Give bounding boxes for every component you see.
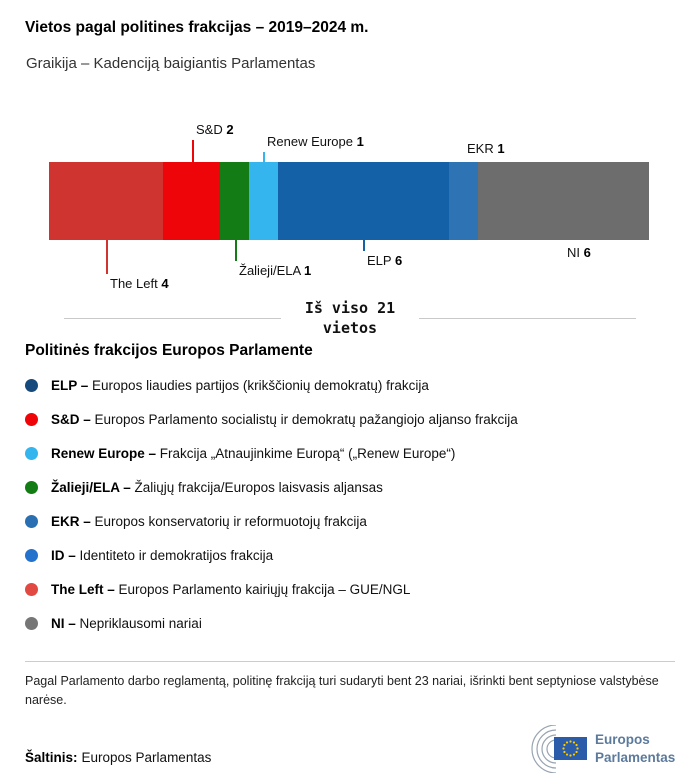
bar-segment-zalieji-ela bbox=[220, 162, 249, 240]
ep-logo-graphic bbox=[531, 725, 587, 773]
callout-line-sd bbox=[192, 140, 194, 162]
legend-label-elp: ELP – Europos liaudies partijos (krikšči… bbox=[51, 377, 429, 393]
callout-seat-count: 1 bbox=[304, 263, 312, 278]
callout-seat-count: 6 bbox=[394, 253, 403, 268]
callout-line-renew-europe bbox=[263, 152, 265, 162]
callout-label-the-left: The Left 4 bbox=[110, 276, 169, 291]
legend-dot-ekr bbox=[25, 514, 38, 528]
legend-label-ekr: EKR – Europos konservatorių ir reformuot… bbox=[51, 513, 367, 529]
legend-item-elp: ELP – Europos liaudies partijos (krikšči… bbox=[25, 368, 675, 402]
callout-faction-name: EKR bbox=[467, 141, 498, 156]
ep-logo-line1: Europos bbox=[595, 732, 650, 748]
eu-flag-icon bbox=[554, 737, 587, 760]
legend-label-the-left: The Left – Europos Parlamento kairiųjų f… bbox=[51, 581, 411, 597]
legend-item-renew-europe: Renew Europe – Frakcija „Atnaujinkime Eu… bbox=[25, 436, 675, 470]
total-line1: Iš viso 21 bbox=[304, 299, 396, 317]
legend-dot-ni bbox=[25, 616, 38, 630]
total-line2: vietos bbox=[322, 318, 378, 337]
callout-faction-name: S&D bbox=[196, 122, 227, 137]
legend-item-ekr: EKR – Europos konservatorių ir reformuot… bbox=[25, 504, 675, 538]
ep-logo: Europos Parlamentas bbox=[509, 725, 675, 773]
bar-segment-ni bbox=[477, 162, 649, 240]
footer-divider bbox=[25, 661, 675, 662]
callout-faction-name: Žalieji/ELA bbox=[239, 263, 305, 278]
legend-heading: Politinės frakcijos Europos Parlamente bbox=[25, 342, 313, 359]
callout-label-ni: NI 6 bbox=[567, 245, 591, 260]
callout-label-ekr: EKR 1 bbox=[467, 141, 505, 156]
legend-label-id: ID – Identiteto ir demokratijos frakcija bbox=[51, 547, 274, 563]
eu-flag-stars-icon bbox=[562, 740, 579, 757]
legend-dot-sd bbox=[25, 412, 38, 426]
legend-item-sd: S&D – Europos Parlamento socialistų ir d… bbox=[25, 402, 675, 436]
legend-label-ni: NI – Nepriklausomi nariai bbox=[51, 615, 202, 631]
callout-seat-count: 1 bbox=[356, 134, 364, 149]
legend-dot-elp bbox=[25, 378, 38, 392]
total-rule-left bbox=[64, 318, 281, 319]
legend-item-id: ID – Identiteto ir demokratijos frakcija bbox=[25, 538, 675, 572]
callout-line-elp bbox=[363, 240, 365, 251]
legend-list: ELP – Europos liaudies partijos (krikšči… bbox=[25, 368, 675, 640]
callout-seat-count: 6 bbox=[583, 245, 591, 260]
legend-label-renew-europe: Renew Europe – Frakcija „Atnaujinkime Eu… bbox=[51, 445, 456, 461]
bar-segment-sd bbox=[163, 162, 221, 240]
callout-seat-count: 4 bbox=[161, 276, 169, 291]
bar-segment-ekr bbox=[448, 162, 478, 240]
legend-label-sd: S&D – Europos Parlamento socialistų ir d… bbox=[51, 411, 518, 427]
callout-label-elp: ELP 6 bbox=[367, 253, 402, 268]
page-title: Vietos pagal politines frakcijas – 2019–… bbox=[25, 19, 369, 36]
legend-dot-zalieji-ela bbox=[25, 480, 38, 494]
ep-logo-line2: Parlamentas bbox=[595, 750, 676, 765]
callout-faction-name: NI bbox=[567, 245, 584, 260]
source-label: Šaltinis: bbox=[25, 750, 78, 765]
ep-logo-text: Europos Parlamentas bbox=[595, 731, 675, 766]
legend-dot-renew-europe bbox=[25, 446, 38, 460]
legend-dot-id bbox=[25, 548, 38, 562]
page-subtitle: Graikija – Kadenciją baigiantis Parlamen… bbox=[26, 55, 316, 72]
footnote: Pagal Parlamento darbo reglamentą, polit… bbox=[25, 674, 659, 708]
bar-segment-the-left bbox=[49, 162, 164, 240]
callout-faction-name: Renew Europe bbox=[267, 134, 357, 149]
legend-item-ni: NI – Nepriklausomi nariai bbox=[25, 606, 675, 640]
legend-label-zalieji-ela: Žalieji/ELA – Žaliųjų frakcija/Europos l… bbox=[51, 479, 383, 495]
callout-label-renew-europe: Renew Europe 1 bbox=[267, 134, 364, 149]
callout-label-sd: S&D 2 bbox=[196, 122, 234, 137]
source-value: Europos Parlamentas bbox=[81, 750, 212, 765]
callout-seat-count: 1 bbox=[497, 141, 505, 156]
legend-item-zalieji-ela: Žalieji/ELA – Žaliųjų frakcija/Europos l… bbox=[25, 470, 675, 504]
callout-faction-name: The Left bbox=[110, 276, 162, 291]
bar-segment-renew-europe bbox=[248, 162, 278, 240]
bar-segment-elp bbox=[277, 162, 449, 240]
callout-line-zalieji-ela bbox=[235, 240, 237, 261]
callout-seat-count: 2 bbox=[226, 122, 234, 137]
legend-item-the-left: The Left – Europos Parlamento kairiųjų f… bbox=[25, 572, 675, 606]
total-rule-right bbox=[419, 318, 636, 319]
callout-faction-name: ELP bbox=[367, 253, 395, 268]
source-line: Šaltinis: Europos Parlamentas bbox=[25, 750, 211, 765]
total-seats-text: Iš viso 21 vietos bbox=[281, 299, 419, 338]
seats-bar bbox=[49, 162, 649, 240]
legend-dot-the-left bbox=[25, 582, 38, 596]
callout-label-zalieji-ela: Žalieji/ELA 1 bbox=[239, 263, 311, 278]
hemicycle-arcs-icon bbox=[531, 725, 557, 773]
callout-line-the-left bbox=[106, 240, 108, 274]
total-seats-block: Iš viso 21 vietos bbox=[64, 299, 636, 338]
